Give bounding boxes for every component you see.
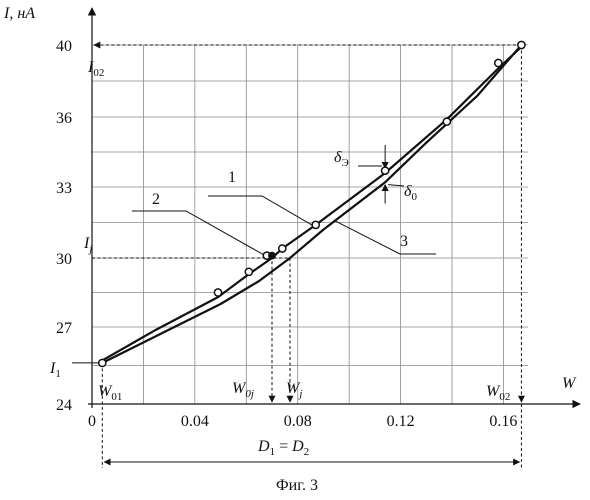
curve-1 bbox=[102, 47, 521, 361]
curve-label-2: 2 bbox=[152, 191, 160, 208]
axes bbox=[88, 8, 580, 408]
data-point bbox=[214, 289, 221, 296]
annotation-I02: I02 bbox=[87, 59, 104, 79]
svg-text:W01: W01 bbox=[98, 383, 122, 403]
y-tick-label: 33 bbox=[56, 180, 72, 197]
annotation-Wj: Wj bbox=[286, 380, 302, 400]
figure-caption: Фиг. 3 bbox=[276, 477, 318, 494]
svg-text:Ij: Ij bbox=[83, 235, 92, 255]
annotation-W01: W01 bbox=[98, 383, 122, 403]
data-point bbox=[495, 59, 502, 66]
x-axis-label: W bbox=[562, 375, 577, 392]
x-tick-label: 0.12 bbox=[387, 413, 415, 430]
svg-text:W02: W02 bbox=[486, 383, 510, 403]
x-tick-label: 0.08 bbox=[284, 413, 312, 430]
data-point bbox=[443, 118, 450, 125]
data-point bbox=[382, 167, 389, 174]
data-point bbox=[245, 268, 252, 275]
y-tick-label: 36 bbox=[56, 110, 72, 127]
annotation-delta-0: δ0 bbox=[404, 183, 417, 203]
svg-text:I1: I1 bbox=[49, 360, 61, 380]
tick-labels: 0 0.04 0.08 0.12 0.16 24 27 30 33 36 40 bbox=[56, 38, 517, 430]
svg-text:I02: I02 bbox=[87, 59, 104, 79]
curve-label-1: 1 bbox=[228, 169, 236, 186]
curve-3 bbox=[102, 45, 521, 363]
data-points bbox=[99, 41, 525, 366]
annotation-I1: I1 bbox=[49, 360, 61, 380]
data-point bbox=[99, 359, 106, 366]
y-tick-label: 30 bbox=[56, 251, 72, 268]
annotation-W0j: W0j bbox=[232, 380, 254, 400]
highlight-point bbox=[269, 252, 276, 259]
svg-text:δ0: δ0 bbox=[404, 183, 417, 203]
grid-lines bbox=[92, 45, 528, 404]
data-point bbox=[279, 245, 286, 252]
svg-text:W0j: W0j bbox=[232, 380, 254, 400]
y-tick-label: 24 bbox=[56, 397, 72, 414]
curve-label-3: 3 bbox=[400, 233, 408, 250]
x-tick-label: 0.16 bbox=[489, 413, 517, 430]
y-tick-label: 40 bbox=[56, 38, 72, 55]
svg-text:D1 = D2: D1 = D2 bbox=[257, 438, 309, 458]
data-point bbox=[518, 41, 525, 48]
y-tick-label: 27 bbox=[56, 320, 72, 337]
y-axis-label: I, нА bbox=[3, 5, 35, 22]
data-point bbox=[312, 221, 319, 228]
delta-0-leader bbox=[388, 185, 404, 186]
svg-text:Wj: Wj bbox=[286, 380, 302, 400]
range-label: D1 = D2 bbox=[257, 438, 309, 458]
x-tick-label: 0 bbox=[88, 413, 96, 430]
x-tick-label: 0.04 bbox=[181, 413, 209, 430]
annotation-W02: W02 bbox=[486, 383, 510, 403]
curves bbox=[102, 45, 521, 363]
annotation-Ij: Ij bbox=[83, 235, 92, 255]
leader-line-2 bbox=[132, 211, 269, 258]
